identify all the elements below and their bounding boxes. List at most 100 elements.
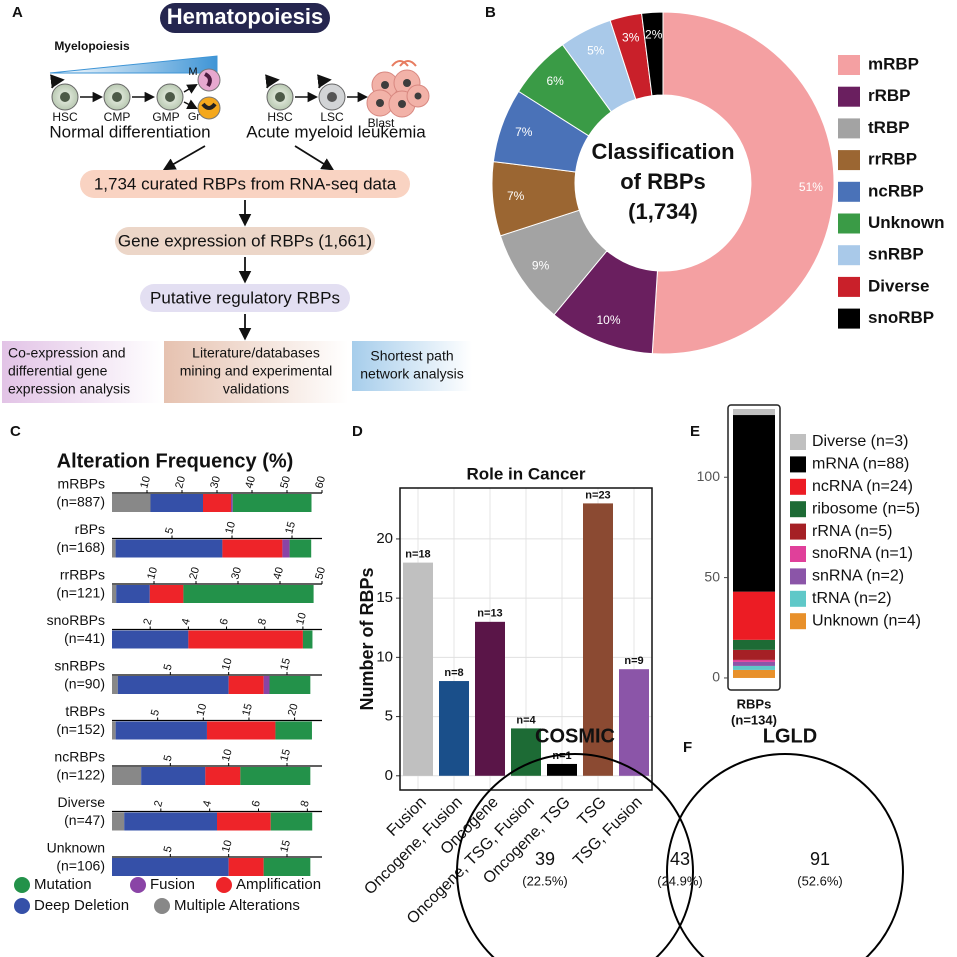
legend-label: Deep Deletion: [34, 897, 129, 914]
bar-segment: [222, 539, 283, 558]
step-label: 1,734 curated RBPs from RNA-seq data: [94, 174, 397, 193]
legend-label: rRBP: [868, 86, 911, 105]
legend-label: rrRBP: [868, 150, 917, 169]
region-percent: (24.9%): [657, 873, 703, 888]
y-tick-label: 5: [385, 708, 393, 725]
bar-segment: [263, 676, 270, 694]
region-percent: (52.6%): [797, 873, 843, 888]
legend-label: ncRBP: [868, 181, 924, 200]
arrow: [294, 145, 335, 171]
bar-segment: [302, 630, 313, 649]
row-label: (n=887): [56, 494, 105, 510]
legend-label: tRBP: [868, 118, 910, 137]
plot-frame: [727, 404, 781, 691]
diagram-title: Hematopoiesis: [167, 4, 324, 29]
x-tick-label: 10: [138, 475, 153, 490]
row-label: (n=90): [64, 676, 105, 692]
legend-label: mRBP: [868, 54, 919, 73]
y-tick-label: 50: [704, 568, 720, 584]
bar: [403, 562, 433, 776]
venn-circle: [456, 753, 694, 957]
legend-swatch: [838, 55, 860, 75]
y-tick-label: 15: [376, 589, 393, 606]
bar-segment: [116, 585, 150, 603]
method-label: validations: [223, 381, 289, 397]
y-tick-label: 100: [697, 468, 721, 484]
bar-segment: [733, 669, 775, 678]
nucleus: [165, 92, 175, 102]
slice-label: 7%: [515, 125, 533, 139]
set-label: COSMIC: [535, 725, 615, 747]
center-text: (1,734): [628, 199, 698, 224]
legend-swatch: [790, 523, 806, 540]
legend-swatch: [790, 501, 806, 518]
x-tick-label: 30: [229, 566, 244, 581]
y-tick-label: 10: [376, 648, 393, 665]
method-label: mining and experimental: [180, 363, 333, 379]
bar-segment: [112, 767, 142, 785]
legend-swatch: [790, 568, 806, 585]
arrow: [183, 99, 198, 109]
bar-segment: [270, 812, 313, 831]
bar-segment: [203, 494, 231, 512]
x-tick-label: 5: [149, 708, 162, 717]
row-label: (n=41): [64, 630, 105, 646]
panel-label: A: [12, 4, 23, 21]
bar-segment: [733, 665, 775, 670]
method-label: Co-expression and: [8, 345, 126, 361]
branch-label: Normal differentiation: [49, 122, 210, 141]
nucleus: [201, 102, 217, 110]
cell-label: CMP: [104, 110, 131, 124]
bar: [511, 728, 541, 776]
method-label: differential gene: [8, 363, 108, 379]
bar-segment: [240, 767, 311, 785]
x-tick-label: 5: [162, 845, 175, 854]
legend-label: Unknown: [868, 213, 945, 232]
method-label: network analysis: [360, 366, 464, 382]
step-label: Putative regulatory RBPs: [150, 288, 340, 307]
step-box: [80, 170, 410, 198]
row-label: mRBPs: [58, 476, 105, 492]
value-label: n=1: [552, 750, 571, 762]
row-label: Diverse: [58, 794, 106, 810]
slice-label: 5%: [587, 43, 605, 57]
value-label: n=23: [585, 489, 610, 501]
arrow: [183, 83, 198, 94]
x-tick-label: 8: [299, 799, 312, 808]
bar-segment: [232, 494, 312, 512]
legend-swatch: [790, 434, 806, 450]
value-label: n=4: [516, 714, 536, 726]
x-tick-label: 40: [243, 475, 258, 490]
legend-label: snRBP: [868, 245, 924, 264]
x-tick-label: RBPs: [737, 696, 772, 711]
legend-marker: [216, 877, 232, 893]
x-tick-label: 4: [201, 799, 214, 808]
method-label: Shortest path: [370, 348, 453, 364]
x-tick-label: 5: [162, 663, 175, 672]
bar-segment: [112, 630, 189, 649]
legend-label: Mutation: [34, 876, 92, 893]
panel-a: Hematopoiesis Myelopoiesis HSC CMP GMP M…: [2, 3, 472, 403]
legend-label: Diverse (n=3): [812, 433, 908, 450]
legend-label: tRNA (n=2): [812, 590, 892, 607]
bar-segment: [206, 721, 276, 740]
bar-segment: [141, 767, 206, 785]
x-tick-label: 20: [187, 566, 202, 581]
method-box: [2, 341, 162, 403]
chart-title: Role in Cancer: [466, 464, 585, 483]
nucleus: [203, 72, 212, 88]
y-tick-label: 20: [376, 530, 393, 547]
row-label: (n=106): [56, 858, 105, 874]
slice-label: 7%: [507, 189, 525, 203]
title-pill: [160, 3, 330, 33]
legend-swatch: [838, 150, 860, 171]
nucleus: [275, 92, 285, 102]
x-tick-label: 6: [218, 617, 231, 626]
legend-label: Multiple Alterations: [174, 897, 300, 914]
bar-segment: [149, 585, 184, 603]
x-tick-label: 15: [283, 520, 298, 535]
region-percent: (22.5%): [522, 873, 568, 888]
region-count: 43: [670, 849, 690, 869]
